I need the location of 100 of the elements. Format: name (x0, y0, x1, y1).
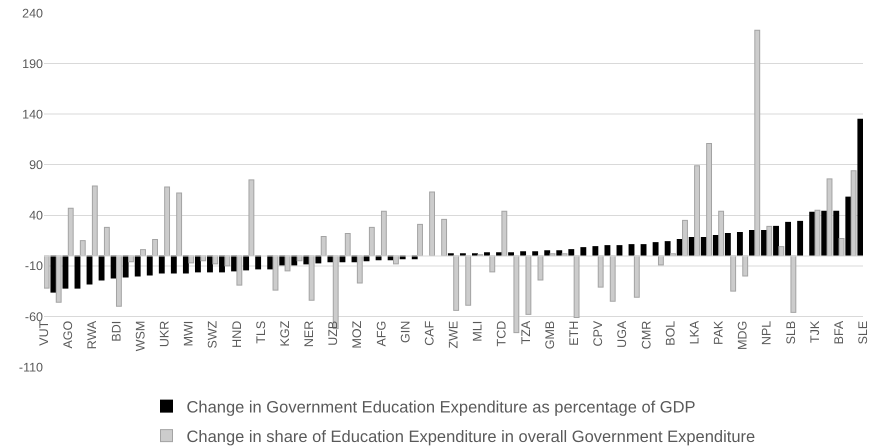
bar (356, 255, 363, 284)
bar (207, 255, 213, 272)
x-tick-label: MOZ (350, 320, 364, 349)
bar (344, 232, 351, 256)
bar (453, 255, 460, 311)
bar (194, 255, 201, 272)
x-tick-label: ZWE (446, 320, 461, 349)
x-tick-label: MWI (182, 320, 196, 346)
x-tick-label: GIN (398, 320, 412, 343)
x-tick-label: UZB (326, 320, 340, 346)
bar (248, 179, 254, 256)
bar (682, 220, 688, 256)
bar (74, 255, 80, 289)
x-tick-label: CAF (422, 320, 436, 346)
bar (616, 245, 622, 256)
bar (778, 246, 784, 256)
bar (520, 251, 526, 256)
y-tick-label: 40 (29, 208, 44, 223)
bar (50, 255, 56, 293)
bar (754, 30, 760, 256)
x-tick-label: RWA (85, 320, 100, 350)
x-tick-label: LKA (687, 320, 702, 344)
bar (243, 255, 250, 270)
bar (44, 255, 50, 289)
bar (441, 218, 448, 256)
y-tick-label: 140 (22, 108, 44, 122)
bar (785, 222, 792, 256)
bar (538, 255, 544, 281)
x-tick-label: ETH (567, 320, 582, 346)
x-tick-label: NPL (760, 320, 774, 346)
bar (773, 226, 779, 256)
bar (532, 251, 538, 256)
bar (176, 192, 182, 256)
bar (628, 244, 634, 256)
bar (736, 232, 743, 256)
bar (68, 208, 74, 256)
legend-label: Change in share of Education Expenditure in overall Government Expenditure (186, 428, 756, 446)
x-tick-label: NER (302, 320, 316, 348)
x-tick-label: KGZ (278, 320, 292, 346)
bar (188, 255, 194, 264)
bar (164, 186, 170, 256)
bar (296, 255, 303, 262)
bar (857, 118, 863, 256)
x-tick-label: TCD (494, 320, 509, 346)
bar (392, 255, 399, 264)
x-tick-label: TJK (808, 320, 822, 343)
legend-label: Change in Government Education Expenditure as percentage of GDP (186, 398, 696, 417)
bar (308, 255, 315, 301)
bar (465, 255, 472, 306)
bar (797, 220, 804, 256)
bar (368, 226, 375, 256)
bar (694, 165, 700, 256)
bar (501, 210, 508, 256)
bar (56, 255, 62, 303)
bar (706, 142, 712, 256)
bar (182, 255, 189, 274)
bar (814, 210, 820, 256)
bar (652, 242, 659, 256)
bar (850, 170, 857, 256)
bar (604, 245, 610, 256)
x-tick-label: BFA (832, 320, 846, 344)
bar (80, 240, 86, 256)
bar (833, 210, 840, 256)
x-tick-label: BOL (663, 320, 678, 346)
bar (640, 244, 646, 256)
x-tick-label: MLI (470, 320, 485, 342)
bar (417, 224, 423, 256)
bar (838, 238, 844, 256)
y-tick-label: 240 (22, 6, 44, 20)
bar (550, 253, 556, 256)
bar (98, 255, 105, 281)
bar (742, 255, 748, 276)
bar (340, 255, 346, 262)
x-tick-label: SWZ (206, 320, 220, 349)
bar (236, 255, 242, 286)
bar (826, 178, 832, 256)
bar (562, 253, 568, 256)
bar (761, 230, 767, 256)
x-tick-label: CMR (639, 320, 654, 350)
x-tick-label: TZA (518, 320, 533, 344)
bar (315, 255, 322, 264)
bar (664, 241, 671, 256)
x-tick-label: MDG (736, 320, 750, 350)
bar (272, 255, 278, 291)
bar (489, 255, 496, 272)
bar (508, 252, 514, 256)
bar (158, 255, 165, 274)
bar (364, 255, 370, 262)
bar (134, 255, 141, 276)
bar (484, 252, 490, 256)
bar (92, 185, 98, 256)
x-tick-label: UGA (615, 320, 630, 348)
bar (110, 255, 117, 278)
bar (749, 230, 755, 256)
bar (224, 255, 230, 266)
bar (598, 255, 604, 288)
x-tick-label: GMB (542, 320, 557, 350)
y-tick-label: -10 (24, 259, 44, 274)
bar (730, 255, 736, 292)
bar (170, 255, 177, 274)
